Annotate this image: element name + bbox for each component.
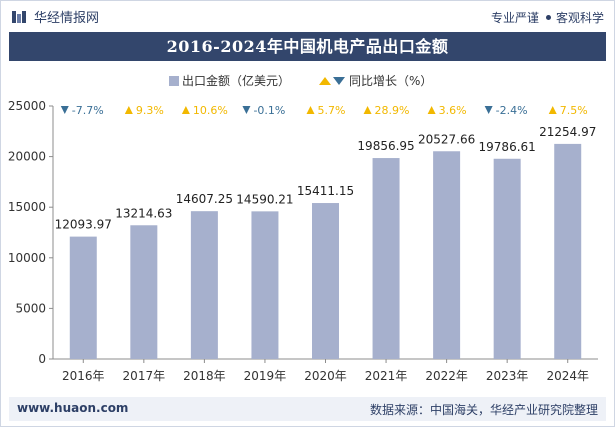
legend-label-growth: 同比增长（%） <box>349 74 432 88</box>
y-tick-label: 25000 <box>8 99 46 113</box>
brand-name: 华经情报网 <box>34 11 100 26</box>
website-url: www.huaon.com <box>17 401 129 415</box>
x-tick-label: 2019年 <box>244 369 287 383</box>
value-label: 19786.61 <box>479 140 536 154</box>
growth-label: -2.4% <box>496 104 528 117</box>
growth-label: -0.1% <box>253 104 285 117</box>
x-tick-label: 2016年 <box>62 369 105 383</box>
value-label: 19856.95 <box>357 139 414 153</box>
chart-title: 2016-2024年中国机电产品出口金额 <box>9 32 606 61</box>
growth-label: 10.6% <box>193 104 228 117</box>
bar <box>190 211 218 359</box>
top-bar: 华经情报网 专业严谨 客观科学 <box>1 1 614 31</box>
brand: 华经情报网 <box>11 7 99 26</box>
value-label: 14590.21 <box>236 192 293 206</box>
bar-chart: 0 5000 10000 15000 20000 25000 出口金额（亿美元） 同比增长（%… <box>8 73 598 383</box>
legend-up-triangle-icon <box>319 77 331 85</box>
growth-down-icon <box>484 106 493 114</box>
bar <box>433 151 461 359</box>
legend-label-export: 出口金额（亿美元） <box>182 73 290 88</box>
y-tick-label: 0 <box>38 352 46 366</box>
bar <box>312 203 339 359</box>
y-tick-label: 20000 <box>8 150 46 164</box>
value-label: 13214.63 <box>115 206 172 220</box>
value-label: 15411.15 <box>297 184 354 198</box>
value-label: 20527.66 <box>418 132 475 146</box>
growth-up-icon <box>427 106 436 114</box>
growth-up-icon <box>124 106 133 114</box>
growth-label: 9.3% <box>136 104 164 117</box>
bar <box>372 158 400 359</box>
footer-bar: www.huaon.com 数据来源：中国海关，华经产业研究院整理 <box>9 397 606 421</box>
y-tick-label: 15000 <box>8 200 46 214</box>
bar <box>554 143 582 359</box>
growth-up-icon <box>306 106 315 114</box>
x-tick-label: 2021年 <box>365 369 408 383</box>
logo-icon <box>11 9 27 25</box>
tagline: 专业严谨 客观科学 <box>491 9 604 26</box>
bar <box>251 211 279 359</box>
x-tick-label: 2018年 <box>183 369 226 383</box>
x-tick-label: 2017年 <box>123 369 166 383</box>
growth-up-icon <box>181 106 190 114</box>
bar <box>69 236 97 359</box>
x-tick-label: 2024年 <box>546 369 589 383</box>
growth-label: 7.5% <box>560 104 588 117</box>
data-source: 数据来源：中国海关，华经产业研究院整理 <box>369 403 598 417</box>
value-label: 14607.25 <box>176 192 233 206</box>
growth-label: 5.7% <box>318 104 346 117</box>
bar <box>493 158 521 359</box>
tagline-left: 专业严谨 <box>490 11 539 25</box>
y-tick-label: 5000 <box>15 301 46 315</box>
legend-down-triangle-icon <box>333 77 345 85</box>
growth-up-icon <box>548 106 557 114</box>
growth-down-icon <box>242 106 251 114</box>
legend-swatch-export <box>169 76 179 86</box>
separator-dot-icon <box>545 15 551 20</box>
growth-label: -7.7% <box>72 104 104 117</box>
tagline-right: 客观科学 <box>555 11 604 25</box>
bar <box>130 225 158 359</box>
growth-down-icon <box>60 106 69 114</box>
growth-label: 3.6% <box>439 104 467 117</box>
y-tick-label: 10000 <box>8 251 46 265</box>
value-label: 12093.97 <box>55 218 112 232</box>
x-tick-label: 2023年 <box>486 369 529 383</box>
growth-up-icon <box>363 106 372 114</box>
x-tick-label: 2022年 <box>425 369 468 383</box>
value-label: 21254.97 <box>539 125 596 139</box>
growth-label: 28.9% <box>375 104 410 117</box>
x-tick-label: 2020年 <box>304 369 347 383</box>
